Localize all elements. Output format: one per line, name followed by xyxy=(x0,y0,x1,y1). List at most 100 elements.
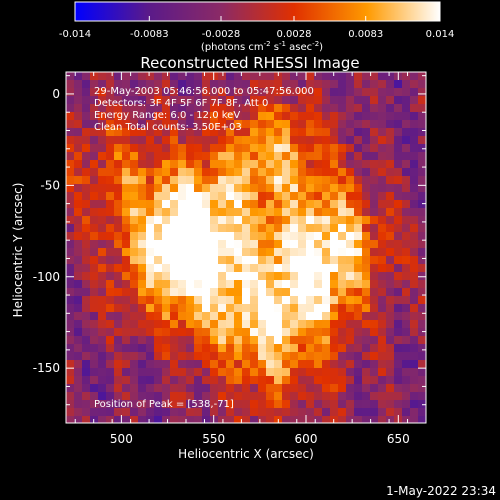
heatmap-cell xyxy=(106,400,115,409)
heatmap-cell xyxy=(338,256,347,265)
heatmap-cell xyxy=(250,168,259,177)
heatmap-cell xyxy=(410,256,419,265)
heatmap-cell xyxy=(82,104,91,113)
heatmap-cell xyxy=(114,128,123,137)
heatmap-cell xyxy=(306,280,315,289)
heatmap-cell xyxy=(194,168,203,177)
heatmap-cell xyxy=(186,104,195,113)
heatmap-cell xyxy=(186,240,195,249)
heatmap-cell xyxy=(146,240,155,249)
heatmap-cell xyxy=(210,160,219,169)
heatmap-cell xyxy=(370,408,379,417)
heatmap-cell xyxy=(250,160,259,169)
heatmap-cell xyxy=(418,288,426,297)
heatmap-cell xyxy=(114,200,123,209)
heatmap-cell xyxy=(370,168,379,177)
heatmap-cell xyxy=(258,96,267,105)
heatmap-cell xyxy=(258,152,267,161)
heatmap-cell xyxy=(106,336,115,345)
heatmap-cell xyxy=(418,136,426,145)
heatmap-cell xyxy=(106,128,115,137)
heatmap-cell xyxy=(370,88,379,97)
heatmap-cell xyxy=(66,176,75,185)
heatmap-cell xyxy=(186,280,195,289)
heatmap-cell xyxy=(210,176,219,185)
heatmap-cell xyxy=(226,88,235,97)
heatmap-cell xyxy=(130,216,139,225)
heatmap-cell xyxy=(354,216,363,225)
heatmap-cell xyxy=(282,408,291,417)
heatmap-cell xyxy=(402,272,411,281)
heatmap-cell xyxy=(354,168,363,177)
heatmap-cell xyxy=(290,176,299,185)
heatmap-cell xyxy=(66,328,75,337)
heatmap-cell xyxy=(98,232,107,241)
heatmap-cell xyxy=(386,304,395,313)
heatmap-cell xyxy=(418,144,426,153)
heatmap-cell xyxy=(146,296,155,305)
heatmap-cell xyxy=(90,360,99,369)
heatmap-cell xyxy=(90,72,99,81)
heatmap-cell xyxy=(162,104,171,113)
heatmap-cell xyxy=(370,80,379,89)
heatmap-cell xyxy=(370,392,379,401)
heatmap-cell xyxy=(114,208,123,217)
heatmap-cell xyxy=(234,376,243,385)
heatmap-cell xyxy=(234,264,243,273)
heatmap-cell xyxy=(234,360,243,369)
heatmap-cell xyxy=(410,240,419,249)
heatmap-cell xyxy=(114,352,123,361)
heatmap-cell xyxy=(338,168,347,177)
heatmap-cell xyxy=(394,200,403,209)
heatmap-cell xyxy=(114,112,123,121)
heatmap-cell xyxy=(202,360,211,369)
heatmap-cell xyxy=(410,272,419,281)
heatmap-cell xyxy=(122,288,131,297)
heatmap-cell xyxy=(354,176,363,185)
heatmap-cell xyxy=(418,176,426,185)
heatmap-cell xyxy=(82,96,91,105)
heatmap-cell xyxy=(82,160,91,169)
heatmap-cell xyxy=(258,192,267,201)
heatmap-cell xyxy=(98,152,107,161)
heatmap-cell xyxy=(74,88,83,97)
heatmap-cell xyxy=(122,104,131,113)
heatmap-cell xyxy=(258,296,267,305)
heatmap-cell xyxy=(98,368,107,377)
heatmap-cell xyxy=(290,160,299,169)
heatmap-cell xyxy=(218,336,227,345)
heatmap-cell xyxy=(114,416,123,423)
heatmap-cell xyxy=(314,120,323,129)
heatmap-cell xyxy=(98,248,107,257)
heatmap-cell xyxy=(370,112,379,121)
heatmap-cell xyxy=(250,88,259,97)
heatmap-cell xyxy=(106,264,115,273)
heatmap-cell xyxy=(266,144,275,153)
heatmap-cell xyxy=(82,384,91,393)
heatmap-cell xyxy=(346,232,355,241)
heatmap-cell xyxy=(306,208,315,217)
heatmap-cell xyxy=(242,136,251,145)
heatmap-cell xyxy=(346,96,355,105)
heatmap-cell xyxy=(314,408,323,417)
heatmap-cell xyxy=(226,296,235,305)
x-axis-label: Heliocentric X (arcsec) xyxy=(178,447,314,461)
heatmap-cell xyxy=(146,120,155,129)
heatmap-cell xyxy=(106,328,115,337)
heatmap-cell xyxy=(394,304,403,313)
heatmap-cell xyxy=(338,408,347,417)
heatmap-cell xyxy=(418,152,426,161)
heatmap-cell xyxy=(362,232,371,241)
heatmap-cell xyxy=(90,176,99,185)
heatmap-cell xyxy=(130,136,139,145)
heatmap-cell xyxy=(258,392,267,401)
heatmap-cell xyxy=(402,184,411,193)
heatmap-cell xyxy=(274,200,283,209)
heatmap-cell xyxy=(74,296,83,305)
heatmap-cell xyxy=(330,384,339,393)
heatmap-cell xyxy=(418,112,426,121)
heatmap-cell xyxy=(266,312,275,321)
heatmap-cell xyxy=(354,240,363,249)
heatmap-cell xyxy=(90,272,99,281)
heatmap-cell xyxy=(386,360,395,369)
